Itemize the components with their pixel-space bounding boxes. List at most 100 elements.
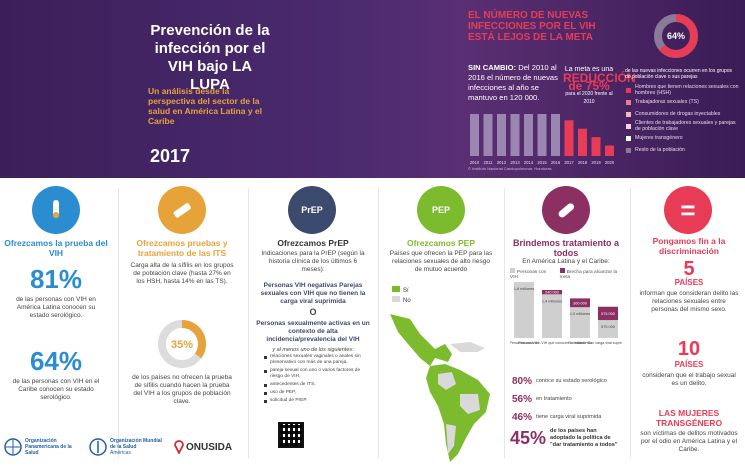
legend-swatch	[626, 87, 631, 93]
trend-bar	[564, 120, 574, 156]
legend-item: Clientes de trabajadores sexuales y pare…	[626, 120, 741, 132]
legend-label: Mujeres transgénero	[635, 135, 683, 141]
cascade-gap-label: 240 000	[545, 291, 559, 295]
cascade-gap-bar	[542, 290, 562, 295]
trend-bar	[591, 137, 601, 156]
treatment-stats: 80% conoce su estado serológico 56% en trat…	[512, 372, 624, 426]
col-hiv-test: Ofrezcamos la prueba del VIH 81% de las …	[0, 178, 112, 472]
svg-text:64%: 64%	[667, 31, 685, 41]
paho-logo[interactable]: Organización Panamericana de la Salud	[4, 438, 83, 456]
col1-text2: de las personas con VIH en el Caribe con…	[12, 378, 100, 401]
legend-item: Trabajadoras sexuales (TS)	[626, 96, 741, 108]
legend-item: Mujeres transgénero	[626, 132, 741, 144]
trend-bar	[497, 114, 506, 156]
meta-pct: de 75%	[568, 79, 610, 93]
hero-title: Prevención de la infección por el VIH ba…	[150, 22, 270, 93]
hero-subtitle: Un análisis desde la perspectiva del sec…	[148, 86, 263, 126]
trend-year-label: 2011	[483, 160, 493, 165]
hero-banner: Prevención de la infección por el VIH ba…	[0, 0, 745, 178]
source-note: © Instituto Nacional Cardiopulmonar, Hon…	[468, 166, 552, 171]
cascade-label: Personas con VIH	[510, 341, 539, 345]
stat-pct: 80%	[512, 375, 533, 387]
cascade-gap-bar	[598, 306, 618, 321]
meta-label: REDUCCIÓN	[563, 71, 636, 85]
cascade-gap-label: 575 000	[601, 312, 615, 316]
col2-text2: de los países no ofrecen la prueba de sí…	[132, 374, 232, 405]
divider	[630, 188, 631, 458]
col4-text: Países que ofrecen la PEP para las relac…	[389, 250, 493, 273]
col3-or: O	[309, 307, 317, 317]
trend-bar	[537, 114, 547, 156]
trend-year-label: 2020	[605, 160, 615, 165]
trend-year-label: 2013	[510, 160, 520, 165]
col-sti: Ofrezcamos pruebas y tratamiento de las …	[120, 178, 244, 472]
col3-title: Ofrezcamos PrEP	[277, 238, 349, 248]
col5-region: En América Latina y el Caribe:	[522, 258, 610, 265]
sin-cambio-text: SIN CAMBIO: Del 2010 al 2016 el número d…	[468, 63, 558, 102]
treatment-stat: 56% en tratamiento	[512, 390, 624, 408]
legend-label: Consumidores de drogas inyectables	[635, 111, 721, 117]
pep-map	[390, 314, 490, 462]
legend-item: Consumidores de drogas inyectables	[626, 108, 741, 120]
divider	[504, 188, 505, 458]
pep-map-legend: Sí No	[392, 286, 411, 306]
stat-text: tiene carga viral suprimida	[536, 414, 602, 420]
col3-and: y al menos uno de los siguientes:	[272, 347, 354, 353]
trend-year-label: 2018	[578, 160, 588, 165]
prep-criterion: relaciones sexuales vaginales o anales s…	[264, 354, 364, 366]
unaids-logo[interactable]: ONUSIDA	[174, 440, 232, 454]
legend-swatch	[626, 111, 631, 117]
meta-box: La meta es una REDUCCIÓN de 75% para el …	[563, 66, 636, 105]
org-logos: Organización Panamericana de la Salud Or…	[4, 438, 232, 456]
col3-crit1: Personas VIH negativas Parejas sexuales …	[260, 282, 366, 305]
treatment-legend: Personas con VIH Brecha para alcanzar la…	[510, 268, 618, 280]
prep-criterion: pareja sexual con uno o varios factores …	[264, 368, 364, 380]
who-logo[interactable]: Organización Mundial de la Salud América…	[89, 438, 168, 456]
legend-item: Hombres que tienen relaciones sexuales c…	[626, 84, 741, 96]
cascade-gap-bar	[570, 298, 590, 308]
cascade-value: 1,8 millones	[514, 287, 534, 291]
legend-label: Clientes de trabajadores sexuales y pare…	[635, 120, 736, 132]
legend-swatch	[626, 123, 631, 129]
trend-bar	[510, 114, 520, 156]
cascade-value: 575 000	[601, 325, 615, 329]
divider	[118, 188, 119, 458]
population-note: de las nuevas infecciones ocurren en los…	[625, 68, 733, 80]
col4-title: Ofrezcamos PEP	[406, 238, 476, 248]
treatment-stat: 46% tiene carga viral suprimida	[512, 408, 624, 426]
col6-text2: consideran que el trabajo sexual es un d…	[642, 372, 736, 387]
trend-bar	[605, 145, 614, 156]
trend-bar	[524, 114, 533, 156]
cascade-label: En tratamiento	[568, 341, 591, 345]
cascade-bar	[570, 307, 590, 338]
stat-text: conoce su estado serológico	[536, 378, 607, 384]
qr-code[interactable]	[278, 422, 304, 448]
col-pep: PEP Ofrezcamos PEP Países que ofrecen la…	[380, 178, 502, 472]
prep-criterion: antecedentes de ITS,	[264, 382, 364, 388]
cascade-value: 1,0 millones	[570, 312, 590, 316]
cascade-bar	[514, 282, 534, 338]
divider	[378, 188, 379, 458]
trend-year-label: 2016	[551, 160, 561, 165]
col6-h3: LAS MUJERES TRANSGÉNERO	[655, 408, 723, 428]
cascade-bar	[598, 320, 618, 338]
trend-bar	[551, 114, 560, 156]
treatment-cascade-chart: 1,8 millones Personas con VIH 240 000 1,4 m…	[510, 282, 622, 345]
trend-year-label: 2017	[564, 160, 574, 165]
cascade-label: Personas con VIH que conocen su estado	[518, 341, 585, 345]
test-icon	[32, 186, 80, 234]
trend-headline: EL NÚMERO DE NUEVAS INFECCIONES POR EL V…	[468, 10, 596, 43]
col6-text3: son víctimas de delitos motivados por el…	[640, 430, 738, 453]
cascade-label: Con carga viral suprimida	[588, 341, 622, 345]
trend-year-label: 2010	[470, 160, 480, 165]
sti-donut: 35%	[158, 320, 206, 368]
col-prep: PrEP Ofrezcamos PrEP Indicaciones para l…	[250, 178, 376, 472]
svg-text:35%: 35%	[171, 339, 193, 351]
col-treatment: Brindemos tratamiento a todos En América…	[506, 178, 626, 472]
trend-bar	[483, 114, 493, 156]
col1-text1: de las personas con VIH en América Latin…	[16, 296, 96, 319]
trend-year-label: 2014	[524, 160, 534, 165]
trend-year-label: 2019	[591, 160, 601, 165]
col1-title: Ofrezcamos la prueba del VIH	[4, 238, 108, 258]
legend-label: Resto de la población	[635, 147, 685, 153]
